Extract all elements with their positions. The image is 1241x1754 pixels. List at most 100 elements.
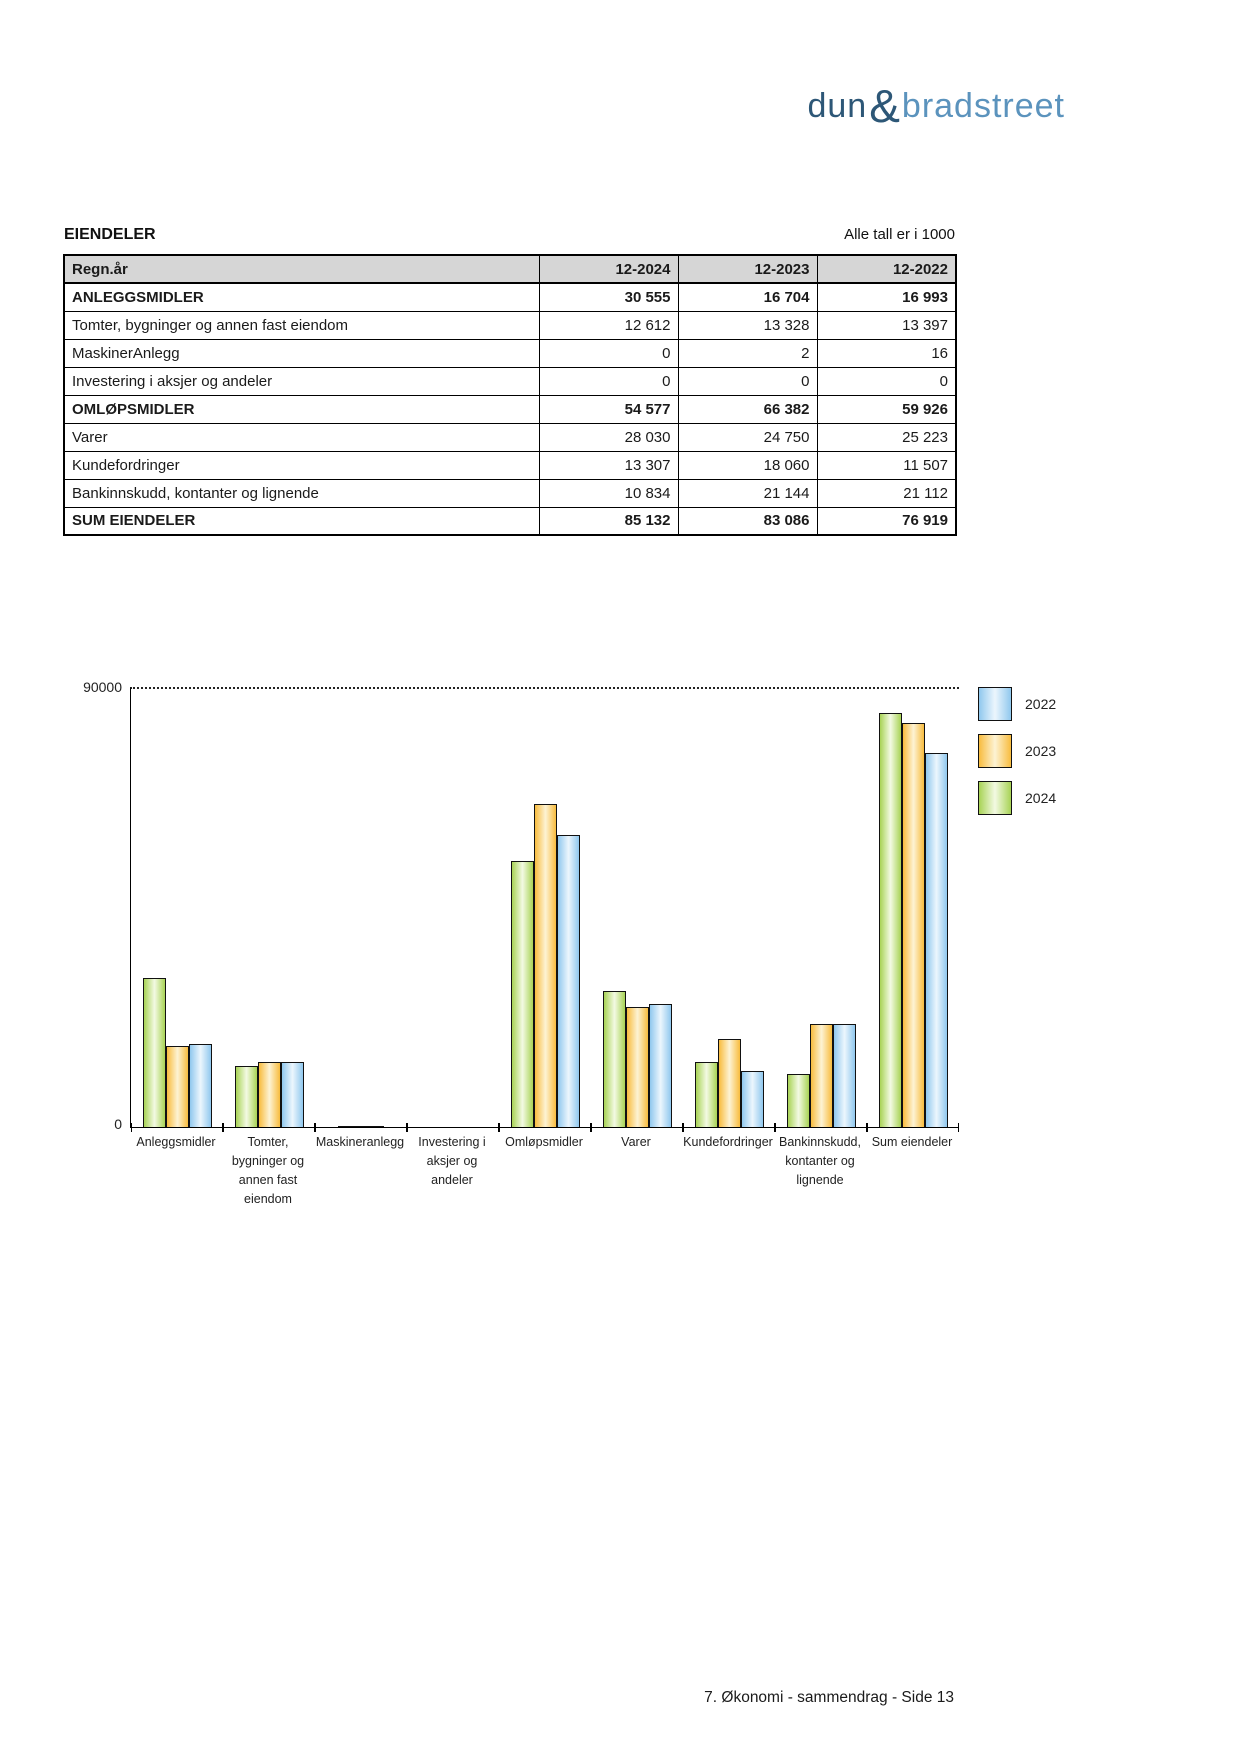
bar-2022 bbox=[361, 1125, 384, 1127]
row-value: 54 577 bbox=[538, 394, 679, 424]
bar-group bbox=[131, 689, 223, 1132]
table-row: MaskinerAnlegg 0 2 16 bbox=[63, 338, 957, 368]
header-year-2024: 12-2024 bbox=[538, 254, 679, 284]
row-label: SUM EIENDELER bbox=[63, 506, 540, 536]
legend-label: 2023 bbox=[1025, 743, 1057, 759]
bar-2022 bbox=[924, 752, 948, 1127]
row-value: 18 060 bbox=[677, 450, 818, 480]
bar-2023 bbox=[901, 722, 925, 1127]
bar-2023 bbox=[165, 1045, 189, 1127]
row-value: 0 bbox=[677, 366, 818, 396]
bar-2022 bbox=[188, 1044, 212, 1127]
row-value: 21 112 bbox=[816, 478, 957, 508]
row-label: OMLØPSMIDLER bbox=[63, 394, 540, 424]
bar-group bbox=[407, 689, 499, 1132]
logo-text-dun: dun bbox=[807, 87, 868, 125]
section-header: EIENDELER Alle tall er i 1000 bbox=[64, 226, 955, 244]
bar-2023 bbox=[257, 1062, 281, 1127]
bar-group bbox=[867, 689, 959, 1132]
row-value: 13 328 bbox=[677, 310, 818, 340]
row-value: 12 612 bbox=[538, 310, 679, 340]
row-label: Bankinnskudd, kontanter og lignende bbox=[63, 478, 540, 508]
row-value: 10 834 bbox=[538, 478, 679, 508]
x-axis-tick bbox=[315, 1123, 407, 1132]
row-value: 11 507 bbox=[816, 450, 957, 480]
table-row: Bankinnskudd, kontanter og lignende 10 83… bbox=[63, 478, 957, 508]
x-category-label: Omløpsmidler bbox=[505, 1135, 583, 1149]
header-year-2022: 12-2022 bbox=[816, 254, 957, 284]
bar-2024 bbox=[786, 1074, 810, 1127]
x-axis-labels: Anleggsmidler Tomter, bygninger og annen … bbox=[130, 1133, 958, 1209]
x-category-label: Maskineranlegg bbox=[315, 1135, 405, 1149]
row-label: Varer bbox=[63, 422, 540, 452]
x-category-label: Bankinnskudd, kontanter og lignende bbox=[778, 1135, 861, 1187]
assets-table: Regn.år 12-2024 12-2023 12-2022 ANLEGGSM… bbox=[63, 254, 957, 536]
chart-legend: 2022 2023 2024 bbox=[978, 687, 1056, 828]
bar-group bbox=[223, 689, 315, 1132]
x-category-label: Sum eiendeler bbox=[871, 1135, 953, 1149]
legend-item: 2022 bbox=[978, 687, 1056, 721]
x-category-label: Kundefordringer bbox=[683, 1135, 773, 1149]
bar-2024 bbox=[142, 978, 166, 1127]
units-note: Alle tall er i 1000 bbox=[844, 226, 955, 243]
bar-group bbox=[499, 689, 591, 1132]
row-value: 13 397 bbox=[816, 310, 957, 340]
assets-bar-chart-plot-area bbox=[130, 687, 959, 1132]
table-row: Varer 28 030 24 750 25 223 bbox=[63, 422, 957, 452]
table-row: SUM EIENDELER 85 132 83 086 76 919 bbox=[63, 506, 957, 536]
x-category-label: Varer bbox=[621, 1135, 651, 1149]
bar-2023 bbox=[809, 1024, 833, 1127]
legend-swatch-2022 bbox=[978, 687, 1012, 721]
x-category-label: Anleggsmidler bbox=[136, 1135, 216, 1149]
row-value: 25 223 bbox=[816, 422, 957, 452]
row-value: 30 555 bbox=[538, 282, 679, 312]
row-label: Investering i aksjer og andeler bbox=[63, 366, 540, 396]
bar-2024 bbox=[694, 1062, 718, 1127]
bar-2024 bbox=[510, 861, 534, 1127]
table-row: OMLØPSMIDLER 54 577 66 382 59 926 bbox=[63, 394, 957, 424]
x-category-label: Investering i aksjer og andeler bbox=[418, 1135, 486, 1187]
row-value: 24 750 bbox=[677, 422, 818, 452]
bar-group bbox=[315, 689, 407, 1132]
table-row: Tomter, bygninger og annen fast eiendom 1… bbox=[63, 310, 957, 340]
row-value: 21 144 bbox=[677, 478, 818, 508]
legend-swatch-2024 bbox=[978, 781, 1012, 815]
row-value: 66 382 bbox=[677, 394, 818, 424]
row-label: MaskinerAnlegg bbox=[63, 338, 540, 368]
assets-table-body: ANLEGGSMIDLER 30 555 16 704 16 993 Tomter, b… bbox=[63, 282, 957, 536]
logo-text-bradstreet: bradstreet bbox=[901, 87, 1065, 125]
legend-label: 2024 bbox=[1025, 790, 1057, 806]
x-axis-tick bbox=[407, 1123, 499, 1132]
row-label: Tomter, bygninger og annen fast eiendom bbox=[63, 310, 540, 340]
legend-item: 2024 bbox=[978, 781, 1056, 815]
row-value: 0 bbox=[538, 366, 679, 396]
bar-2024 bbox=[878, 712, 902, 1127]
row-value: 59 926 bbox=[816, 394, 957, 424]
ampersand-icon: & bbox=[869, 80, 900, 132]
y-axis-max-label: 90000 bbox=[83, 679, 122, 695]
table-row: Kundefordringer 13 307 18 060 11 507 bbox=[63, 450, 957, 480]
row-value: 2 bbox=[677, 338, 818, 368]
row-value: 13 307 bbox=[538, 450, 679, 480]
header-year-2023: 12-2023 bbox=[677, 254, 818, 284]
y-axis-zero-label: 0 bbox=[114, 1116, 122, 1132]
row-value: 76 919 bbox=[816, 506, 957, 536]
header-regnar: Regn.år bbox=[63, 254, 540, 284]
legend-item: 2023 bbox=[978, 734, 1056, 768]
table-row: ANLEGGSMIDLER 30 555 16 704 16 993 bbox=[63, 282, 957, 312]
row-value: 16 704 bbox=[677, 282, 818, 312]
section-title: EIENDELER bbox=[64, 226, 156, 243]
legend-swatch-2023 bbox=[978, 734, 1012, 768]
bar-2022 bbox=[740, 1071, 764, 1127]
bar-2022 bbox=[280, 1061, 304, 1127]
bar-2022 bbox=[648, 1004, 672, 1127]
row-value: 0 bbox=[538, 338, 679, 368]
bar-2023 bbox=[338, 1125, 361, 1127]
bar-2024 bbox=[234, 1065, 258, 1127]
row-value: 0 bbox=[816, 366, 957, 396]
row-label: Kundefordringer bbox=[63, 450, 540, 480]
bar-2023 bbox=[717, 1039, 741, 1127]
dnb-logo: dun&bradstreet bbox=[807, 78, 1065, 129]
bar-2023 bbox=[625, 1006, 649, 1127]
